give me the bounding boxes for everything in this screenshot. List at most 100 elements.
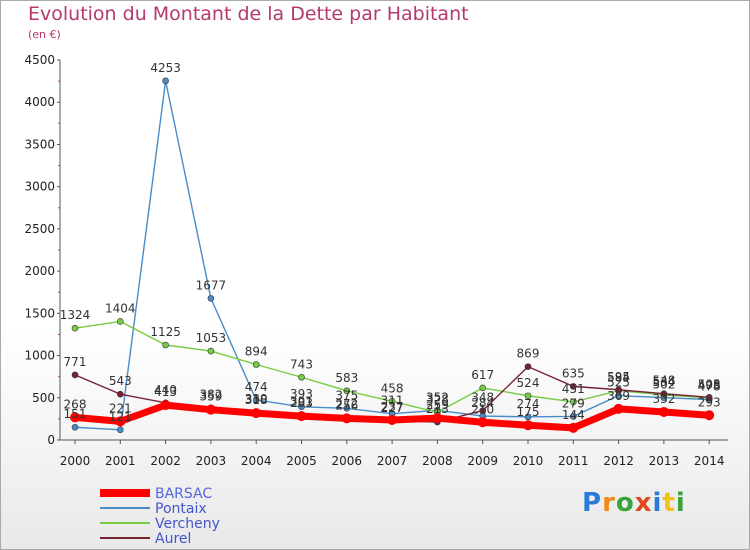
logo-letter: i	[652, 488, 663, 518]
legend-item-aurel: Aurel	[100, 531, 191, 547]
data-label: 617	[471, 368, 494, 382]
data-label: 256	[335, 398, 358, 412]
data-label: 121	[109, 410, 132, 424]
proxiti-logo: Proxiti	[582, 488, 686, 518]
data-point	[162, 77, 169, 85]
data-point	[341, 413, 352, 424]
y-tick-label: 0	[47, 433, 55, 447]
data-label: 382	[199, 388, 222, 402]
data-label: 548	[652, 374, 675, 388]
data-point	[71, 324, 79, 332]
data-point	[432, 413, 443, 424]
data-label: 359	[199, 390, 222, 404]
x-tick-label: 2002	[150, 454, 181, 468]
data-point	[615, 386, 622, 394]
data-point	[479, 407, 487, 414]
y-tick-label: 2500	[24, 222, 55, 236]
data-label: 283	[290, 396, 313, 410]
data-label: 259	[426, 398, 449, 412]
data-point	[569, 383, 577, 390]
data-label: 274	[517, 397, 540, 411]
data-label: 1324	[60, 308, 91, 322]
x-tick-label: 2013	[649, 454, 680, 468]
data-label: 451	[562, 382, 585, 396]
data-label: 268	[64, 397, 87, 411]
y-tick-label: 3000	[24, 180, 55, 194]
data-point	[160, 400, 171, 411]
y-tick-label: 4000	[24, 95, 55, 109]
data-label: 635	[562, 366, 585, 380]
data-label: 352	[426, 390, 449, 404]
data-label: 743	[290, 357, 313, 371]
x-tick-label: 2011	[558, 454, 589, 468]
data-label: 293	[698, 395, 721, 409]
data-label: 525	[607, 376, 630, 390]
data-label: 534	[652, 375, 675, 389]
data-point	[705, 394, 713, 401]
logo-letter: t	[662, 488, 676, 518]
data-point	[71, 371, 79, 379]
logo-letter: r	[602, 488, 616, 518]
series-vercheny	[71, 318, 713, 416]
data-label: 301	[290, 395, 313, 409]
data-label: 144	[562, 408, 585, 422]
data-label: 279	[562, 396, 585, 410]
legend-item-barsac: BARSAC	[100, 486, 212, 502]
x-tick-label: 2012	[603, 454, 634, 468]
data-label: 498	[698, 378, 721, 392]
data-label: 1053	[196, 331, 227, 345]
data-point	[298, 373, 305, 381]
data-label: 393	[290, 387, 313, 401]
data-label: 330	[245, 392, 268, 406]
data-point	[569, 413, 577, 420]
series-layer	[70, 77, 715, 434]
data-label: 502	[652, 378, 675, 392]
x-tick-label: 2007	[377, 454, 408, 468]
data-label: 328	[426, 392, 449, 406]
data-point	[117, 318, 124, 325]
data-label: 458	[381, 381, 404, 395]
data-point	[613, 403, 624, 414]
y-tick-label: 1500	[24, 306, 55, 320]
x-tick-label: 2001	[105, 454, 136, 468]
data-label: 4253	[150, 61, 181, 75]
data-label: 210	[471, 402, 494, 416]
series-pontaix	[71, 77, 713, 434]
data-point	[568, 422, 579, 433]
data-point	[251, 408, 262, 419]
legend-label: BARSAC	[155, 486, 212, 502]
data-label: 413	[154, 385, 177, 399]
legend-label: Aurel	[155, 531, 191, 547]
y-tick-label: 3500	[24, 137, 55, 151]
x-tick-label: 2009	[467, 454, 498, 468]
data-label: 440	[154, 383, 177, 397]
data-point	[252, 361, 260, 368]
data-point	[115, 416, 126, 427]
x-tick-label: 2010	[513, 454, 544, 468]
data-point	[117, 426, 124, 434]
y-tick-label: 4500	[24, 53, 55, 67]
data-point	[658, 406, 669, 417]
legend-item-vercheny: Vercheny	[100, 516, 220, 532]
data-point	[207, 295, 215, 302]
data-label: 348	[471, 391, 494, 405]
data-point	[524, 392, 532, 400]
x-tick-label: 2004	[241, 454, 272, 468]
data-point	[343, 405, 351, 412]
x-tick-label: 2003	[196, 454, 227, 468]
logo-letter: P	[582, 488, 603, 518]
data-label: 272	[335, 397, 358, 411]
data-point	[207, 347, 215, 355]
data-point	[569, 398, 577, 406]
data-point	[298, 403, 305, 411]
data-label: 175	[517, 405, 540, 419]
logo-letter: i	[675, 488, 686, 518]
data-label: 894	[245, 345, 268, 359]
data-label: 869	[517, 347, 540, 361]
data-label: 583	[335, 371, 358, 385]
data-label: 543	[109, 374, 132, 388]
x-tick-label: 2008	[422, 454, 453, 468]
